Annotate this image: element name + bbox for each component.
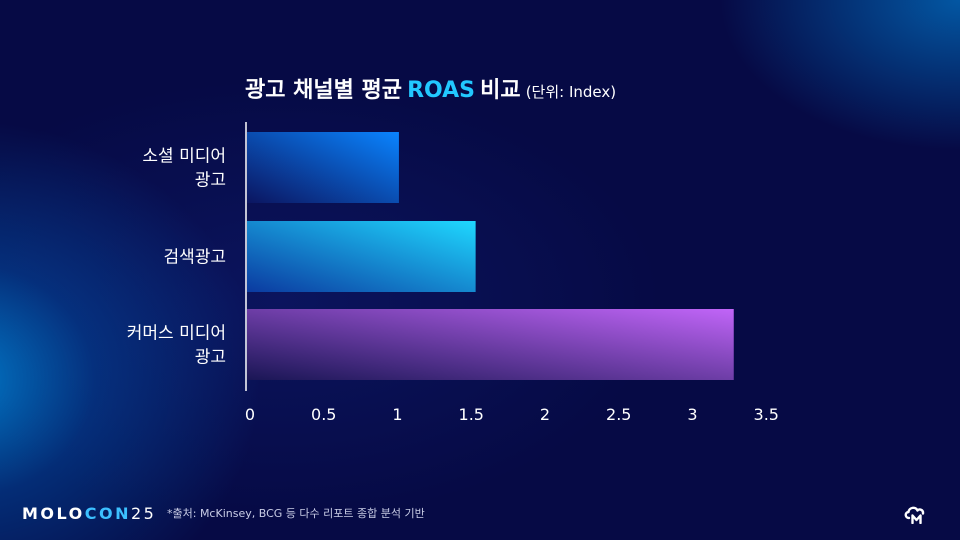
chart-title-main: 광고 채널별 평균 bbox=[245, 78, 402, 103]
source-note: *출처: McKinsey, BCG 등 다수 리포트 종합 분석 기반 bbox=[167, 507, 425, 520]
cloud-m-logo-icon bbox=[904, 506, 925, 524]
bar-2 bbox=[247, 309, 734, 380]
x-tick-label-4: 2 bbox=[540, 405, 550, 424]
logo-text-year: 25 bbox=[130, 504, 157, 523]
category-label-0: 소셜 미디어 광고 bbox=[142, 147, 226, 191]
x-tick-label-0: 0 bbox=[245, 405, 255, 424]
x-tick-label-1: 0.5 bbox=[311, 405, 336, 424]
bar-1 bbox=[247, 221, 476, 292]
bars-layer bbox=[247, 132, 734, 380]
x-tick-label-5: 2.5 bbox=[606, 405, 631, 424]
logo-text-con: CON bbox=[84, 504, 131, 523]
chart-title-tail: 비교 bbox=[480, 78, 521, 103]
x-tick-label-7: 3.5 bbox=[754, 405, 779, 424]
molocon-logo: MOLOCON25 bbox=[22, 504, 156, 523]
logo-text-molo: MOLO bbox=[22, 504, 85, 523]
category-label-1: 검색광고 bbox=[163, 248, 226, 268]
x-tick-label-2: 1 bbox=[392, 405, 402, 424]
chart-title-accent: ROAS bbox=[407, 78, 476, 103]
x-tick-label-3: 1.5 bbox=[459, 405, 484, 424]
x-tick-label-6: 3 bbox=[687, 405, 697, 424]
x-tick-labels: 0 0.5 1 1.5 2 2.5 3 3.5 bbox=[245, 405, 779, 424]
category-label-2: 커머스 미디어 광고 bbox=[127, 324, 226, 368]
bar-0 bbox=[247, 132, 399, 203]
chart-title: 광고 채널별 평균 ROAS 비교 (단위: Index) bbox=[245, 77, 616, 106]
chart-title-unit: (단위: Index) bbox=[525, 83, 617, 101]
